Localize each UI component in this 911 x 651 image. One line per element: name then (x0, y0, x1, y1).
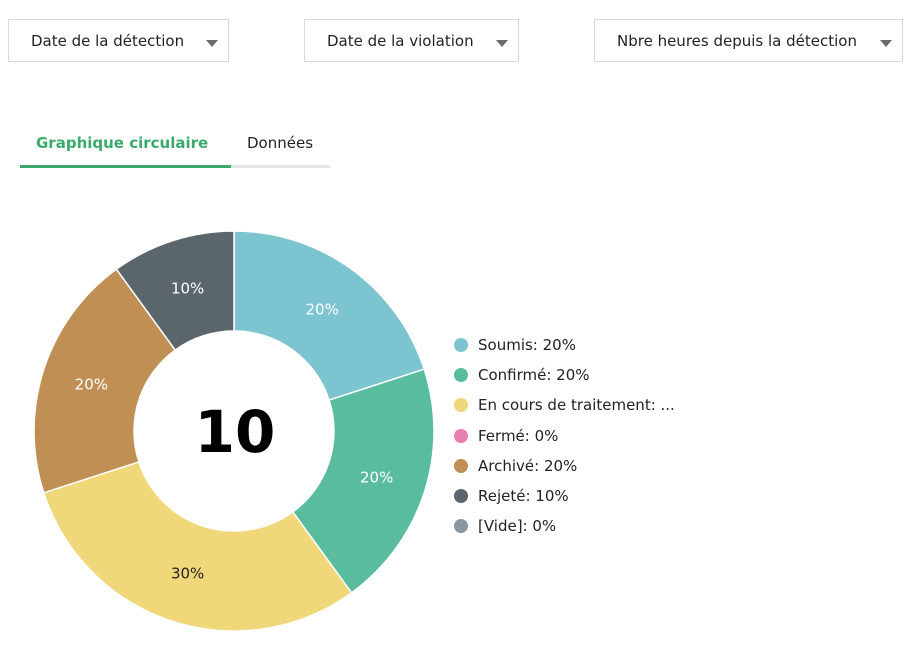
donut-slice[interactable] (233, 230, 426, 402)
legend-item[interactable]: Rejeté: 10% (454, 481, 675, 511)
detection-date-label: Date de la détection (31, 31, 185, 50)
legend-item[interactable]: Fermé: 0% (454, 421, 675, 451)
hours-since-detection-dropdown[interactable]: Nbre heures depuis la détection (594, 19, 903, 62)
detection-date-dropdown[interactable]: Date de la détection (8, 19, 229, 62)
legend-swatch (454, 428, 468, 443)
donut-slices (33, 230, 435, 632)
legend-label: Fermé: 0% (478, 426, 559, 445)
legend-label: Confirmé: 20% (478, 366, 590, 385)
donut-slice[interactable] (42, 460, 353, 632)
slice-label: 20% (75, 376, 108, 394)
legend-swatch (454, 489, 468, 504)
slice-label: 20% (360, 468, 393, 486)
donut-center-total: 10 (195, 398, 276, 466)
legend-label: Archivé: 20% (478, 456, 578, 475)
legend-label: En cours de traitement: ... (478, 396, 675, 415)
slice-label: 10% (171, 279, 204, 297)
chevron-down-icon (880, 40, 892, 47)
legend-swatch (454, 519, 468, 534)
legend-item[interactable]: [Vide]: 0% (454, 511, 675, 541)
active-tab-indicator (20, 165, 231, 168)
legend-item[interactable]: Confirmé: 20% (454, 360, 675, 390)
legend-item[interactable]: Soumis: 20% (454, 330, 675, 360)
chart-legend: Soumis: 20% Confirmé: 20% En cours de trai… (454, 330, 675, 541)
chevron-down-icon (206, 40, 218, 47)
donut-slice[interactable] (115, 230, 235, 352)
donut-slice[interactable] (33, 268, 177, 494)
legend-swatch (454, 398, 468, 413)
legend-swatch (454, 458, 468, 473)
violation-date-dropdown[interactable]: Date de la violation (304, 19, 519, 62)
legend-label: Soumis: 20% (478, 336, 576, 355)
tab-pie-chart[interactable]: Graphique circulaire (36, 134, 209, 152)
legend-item[interactable]: Archivé: 20% (454, 451, 675, 481)
donut-slice[interactable] (291, 368, 435, 594)
legend-label: Rejeté: 10% (478, 487, 569, 506)
violation-date-label: Date de la violation (327, 31, 474, 50)
donut-labels: 20% 20% 30% 20% 10% (75, 279, 394, 582)
legend-label: [Vide]: 0% (478, 517, 557, 536)
chevron-down-icon (496, 40, 508, 47)
legend-swatch (454, 368, 468, 383)
tab-data[interactable]: Données (247, 134, 314, 152)
view-tabs: Graphique circulaire Données (20, 126, 330, 168)
slice-label: 30% (171, 565, 204, 583)
legend-swatch (454, 338, 468, 353)
hours-since-detection-label: Nbre heures depuis la détection (617, 31, 857, 50)
legend-item[interactable]: En cours de traitement: ... (454, 390, 675, 420)
slice-label: 20% (305, 301, 338, 319)
